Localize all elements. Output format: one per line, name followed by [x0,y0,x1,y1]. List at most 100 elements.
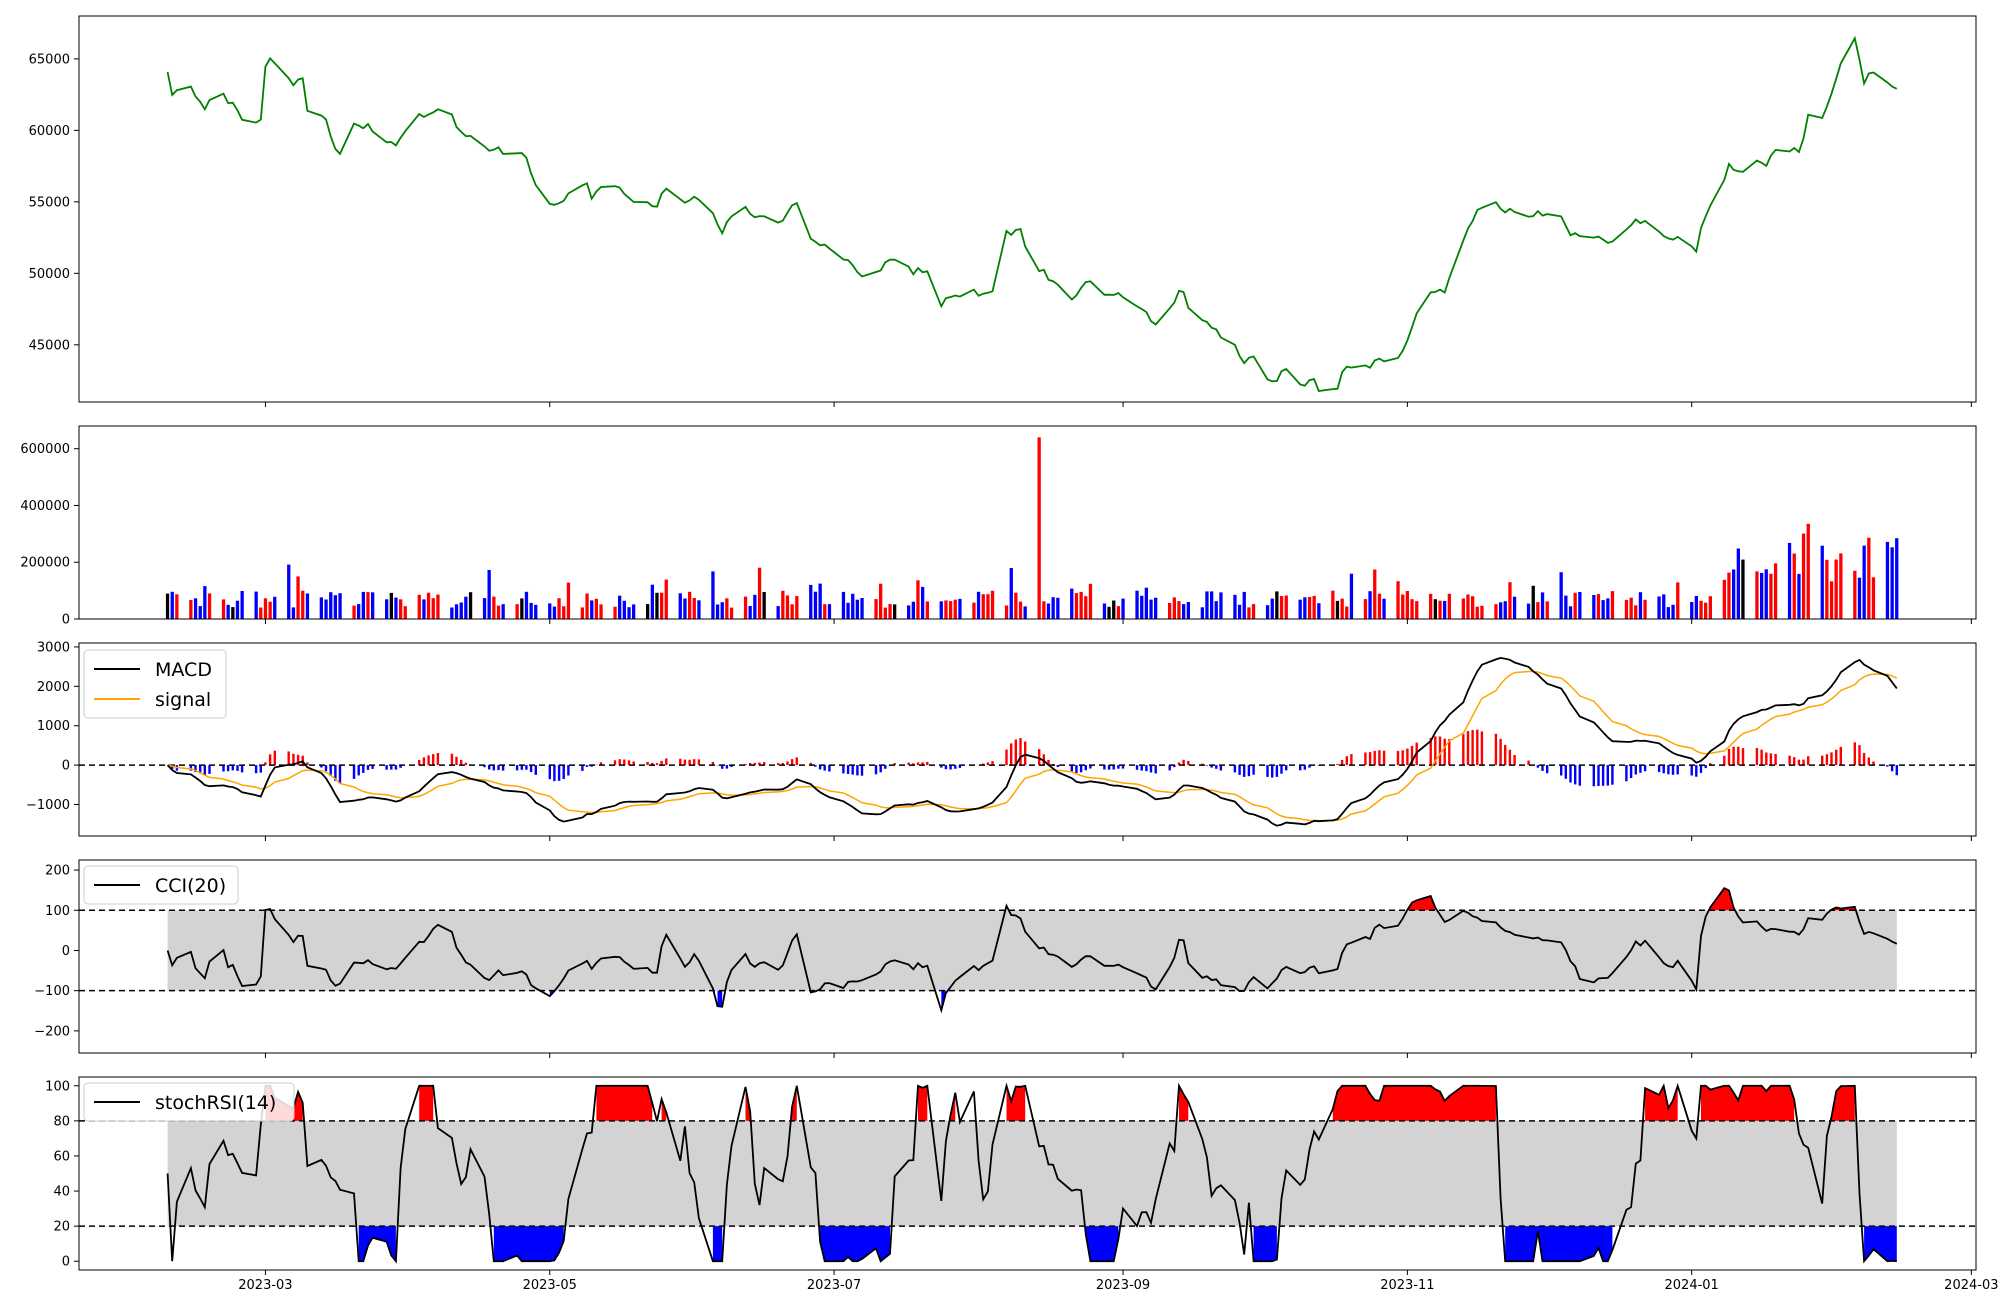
macd-histogram-bar [1406,748,1409,766]
macd-histogram-bar [189,765,193,771]
volume-bar [1820,545,1824,619]
y-tick-label: 50000 [29,267,70,282]
stochrsi-legend-label: stochRSI(14) [155,1092,276,1114]
volume-bar [1116,606,1121,619]
volume-bar [1014,592,1018,619]
macd-histogram-bar [1643,765,1647,772]
volume-bar [613,606,617,619]
volume-bar [501,604,505,619]
volume-bar [566,582,571,619]
volume-bar [464,596,468,619]
volume-bar [459,602,463,619]
macd-histogram-bar [1317,765,1320,766]
macd-panel: −1000 0 1000 2000 3000 MACD signal [26,640,1977,837]
macd-histogram-bar [1219,765,1223,771]
volume-bar [1536,602,1540,619]
volume-bar [1121,598,1125,619]
volume-bar [1303,597,1307,619]
stochrsi-y-axis: 0 20 40 60 80 100 [45,1079,79,1270]
volume-bar [1317,603,1321,619]
macd-histogram-bar [944,765,948,770]
macd-histogram-bar [296,754,300,766]
macd-histogram-bar [921,762,924,766]
macd-histogram-bar [679,758,682,766]
macd-histogram-bar [1364,752,1367,766]
macd-histogram-bar [958,765,962,768]
volume-bar [1545,601,1549,619]
volume-bar [1046,603,1051,619]
volume-bar [1867,537,1871,619]
macd-histogram-bar [646,761,649,766]
volume-bar [725,598,729,619]
volume-bar [711,571,715,619]
volume-bar [207,593,212,619]
volume-bar [1526,603,1531,619]
macd-histogram-bar [926,761,929,766]
volume-bar [1834,559,1838,619]
macd-histogram-bar [240,765,244,773]
macd-histogram-bar [254,765,258,774]
volume-bar [1149,599,1153,619]
volume-bar [1806,523,1810,619]
volume-bar [454,604,459,619]
macd-histogram-bar [362,765,365,773]
macd-histogram-bar [613,760,617,766]
volume-bar [1447,593,1451,619]
y-tick-label: 600000 [20,442,70,457]
volume-bar [548,603,552,619]
macd-legend-box [83,649,227,719]
stochrsi-oversold-fill [1505,1226,1613,1262]
macd-histogram-bar [1024,741,1027,766]
macd-histogram-bar [1560,765,1563,776]
volume-bar [594,598,598,619]
volume-bar [580,607,584,619]
macd-histogram-bar [1345,756,1348,766]
volume-bar [1559,572,1563,619]
volume-bar [1657,596,1661,619]
y-tick-label: 3000 [37,640,70,655]
macd-histogram-bar [385,765,388,770]
macd-histogram-bar [1280,765,1283,774]
cci-line [166,886,1898,1014]
volume-bar [1829,581,1834,619]
volume-bar [911,601,915,619]
x-tick-label: 2023-07 [807,1278,861,1293]
macd-histogram-bar [208,765,211,774]
volume-bar [660,592,664,619]
cci-y-axis: −200 −100 0 100 200 [34,864,79,1039]
macd-histogram-bar [1243,765,1246,777]
macd-histogram-bar [581,765,584,771]
y-tick-label: 100 [45,1079,70,1094]
volume-bar [753,594,757,619]
y-tick-label: 100 [45,904,70,919]
volume-bar [1056,597,1060,619]
macd-histogram-bar [1177,762,1181,766]
macd-histogram-bar [1592,765,1595,787]
cci-legend-box [83,865,239,905]
x-tick-label: 2023-09 [1096,1278,1150,1293]
macd-histogram-bar [818,765,822,770]
volume-bar [697,600,701,619]
macd-histogram-bar [171,765,174,770]
y-tick-label: 2000 [37,680,70,695]
macd-histogram-bar [585,765,589,767]
volume-bars [165,437,1899,619]
macd-histogram-bar [1657,765,1661,773]
stochrsi-oversold-fill [358,1226,396,1262]
volume-bar [520,598,524,619]
volume-bar [785,595,790,619]
volume-bar [1186,602,1190,619]
volume-bar [1629,597,1633,619]
volume-bar [431,598,435,619]
volume-bar [599,604,603,619]
macd-histogram-bar [1340,760,1344,766]
macd-histogram-bar [1396,750,1400,766]
volume-bar [1540,592,1545,619]
macd-histogram-bar [599,762,603,766]
macd-histogram-bar [1014,739,1017,766]
volume-bar [235,600,240,619]
volume-bar [1704,602,1708,619]
volume-bar [1349,573,1354,619]
volume-bar [1592,595,1596,619]
macd-histogram-bar [488,765,491,770]
